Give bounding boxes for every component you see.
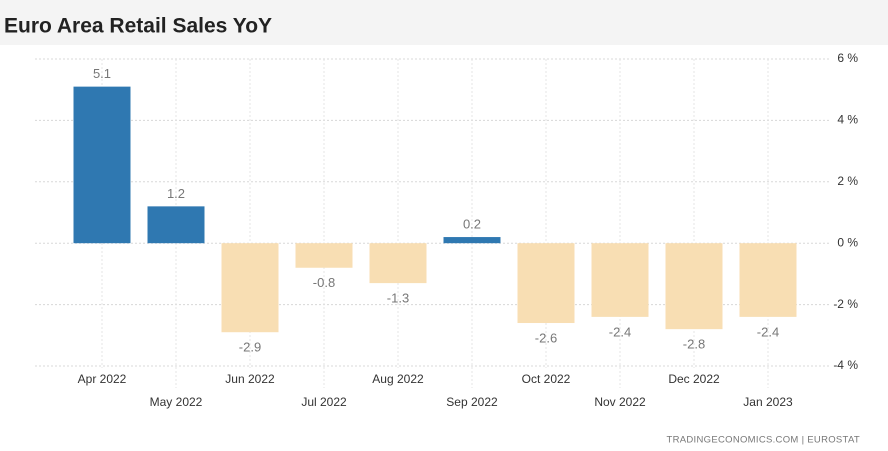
value-label: 1.2	[167, 186, 185, 201]
y-tick-label: -2 %	[833, 297, 858, 311]
x-tick-label: Dec 2022	[668, 372, 720, 386]
title-band	[0, 0, 888, 45]
y-tick-label: 6 %	[837, 51, 858, 65]
value-label: 0.2	[463, 216, 481, 231]
bar	[369, 243, 427, 284]
value-label: -2.9	[239, 340, 261, 355]
x-tick-label: Apr 2022	[78, 372, 127, 386]
x-tick-label: Jun 2022	[225, 372, 275, 386]
bar	[739, 243, 797, 317]
value-label: -0.8	[313, 275, 335, 290]
value-label: -2.8	[683, 337, 705, 352]
y-tick-label: 2 %	[837, 174, 858, 188]
y-tick-label: -4 %	[833, 358, 858, 372]
x-tick-label: Jan 2023	[743, 395, 793, 409]
y-tick-label: 0 %	[837, 235, 858, 249]
bar	[591, 243, 649, 317]
bar	[73, 86, 131, 244]
x-tick-label: Sep 2022	[446, 395, 498, 409]
bar	[665, 243, 723, 330]
x-tick-label: Jul 2022	[301, 395, 347, 409]
source: TRADINGECONOMICS.COM | EUROSTAT	[666, 435, 860, 446]
value-label: -1.3	[387, 291, 409, 306]
value-label: -2.4	[757, 324, 779, 339]
x-tick-label: Nov 2022	[594, 395, 646, 409]
bar	[443, 237, 501, 244]
bar	[147, 206, 205, 244]
x-tick-label: Aug 2022	[372, 372, 424, 386]
value-label: -2.6	[535, 330, 557, 345]
chart-title: Euro Area Retail Sales YoY	[4, 15, 272, 38]
value-label: -2.4	[609, 324, 631, 339]
x-tick-label: Oct 2022	[522, 372, 571, 386]
bar	[221, 243, 279, 333]
bar	[517, 243, 575, 324]
x-tick-label: May 2022	[150, 395, 203, 409]
bar	[295, 243, 353, 268]
value-label: 5.1	[93, 66, 111, 81]
y-tick-label: 4 %	[837, 113, 858, 127]
